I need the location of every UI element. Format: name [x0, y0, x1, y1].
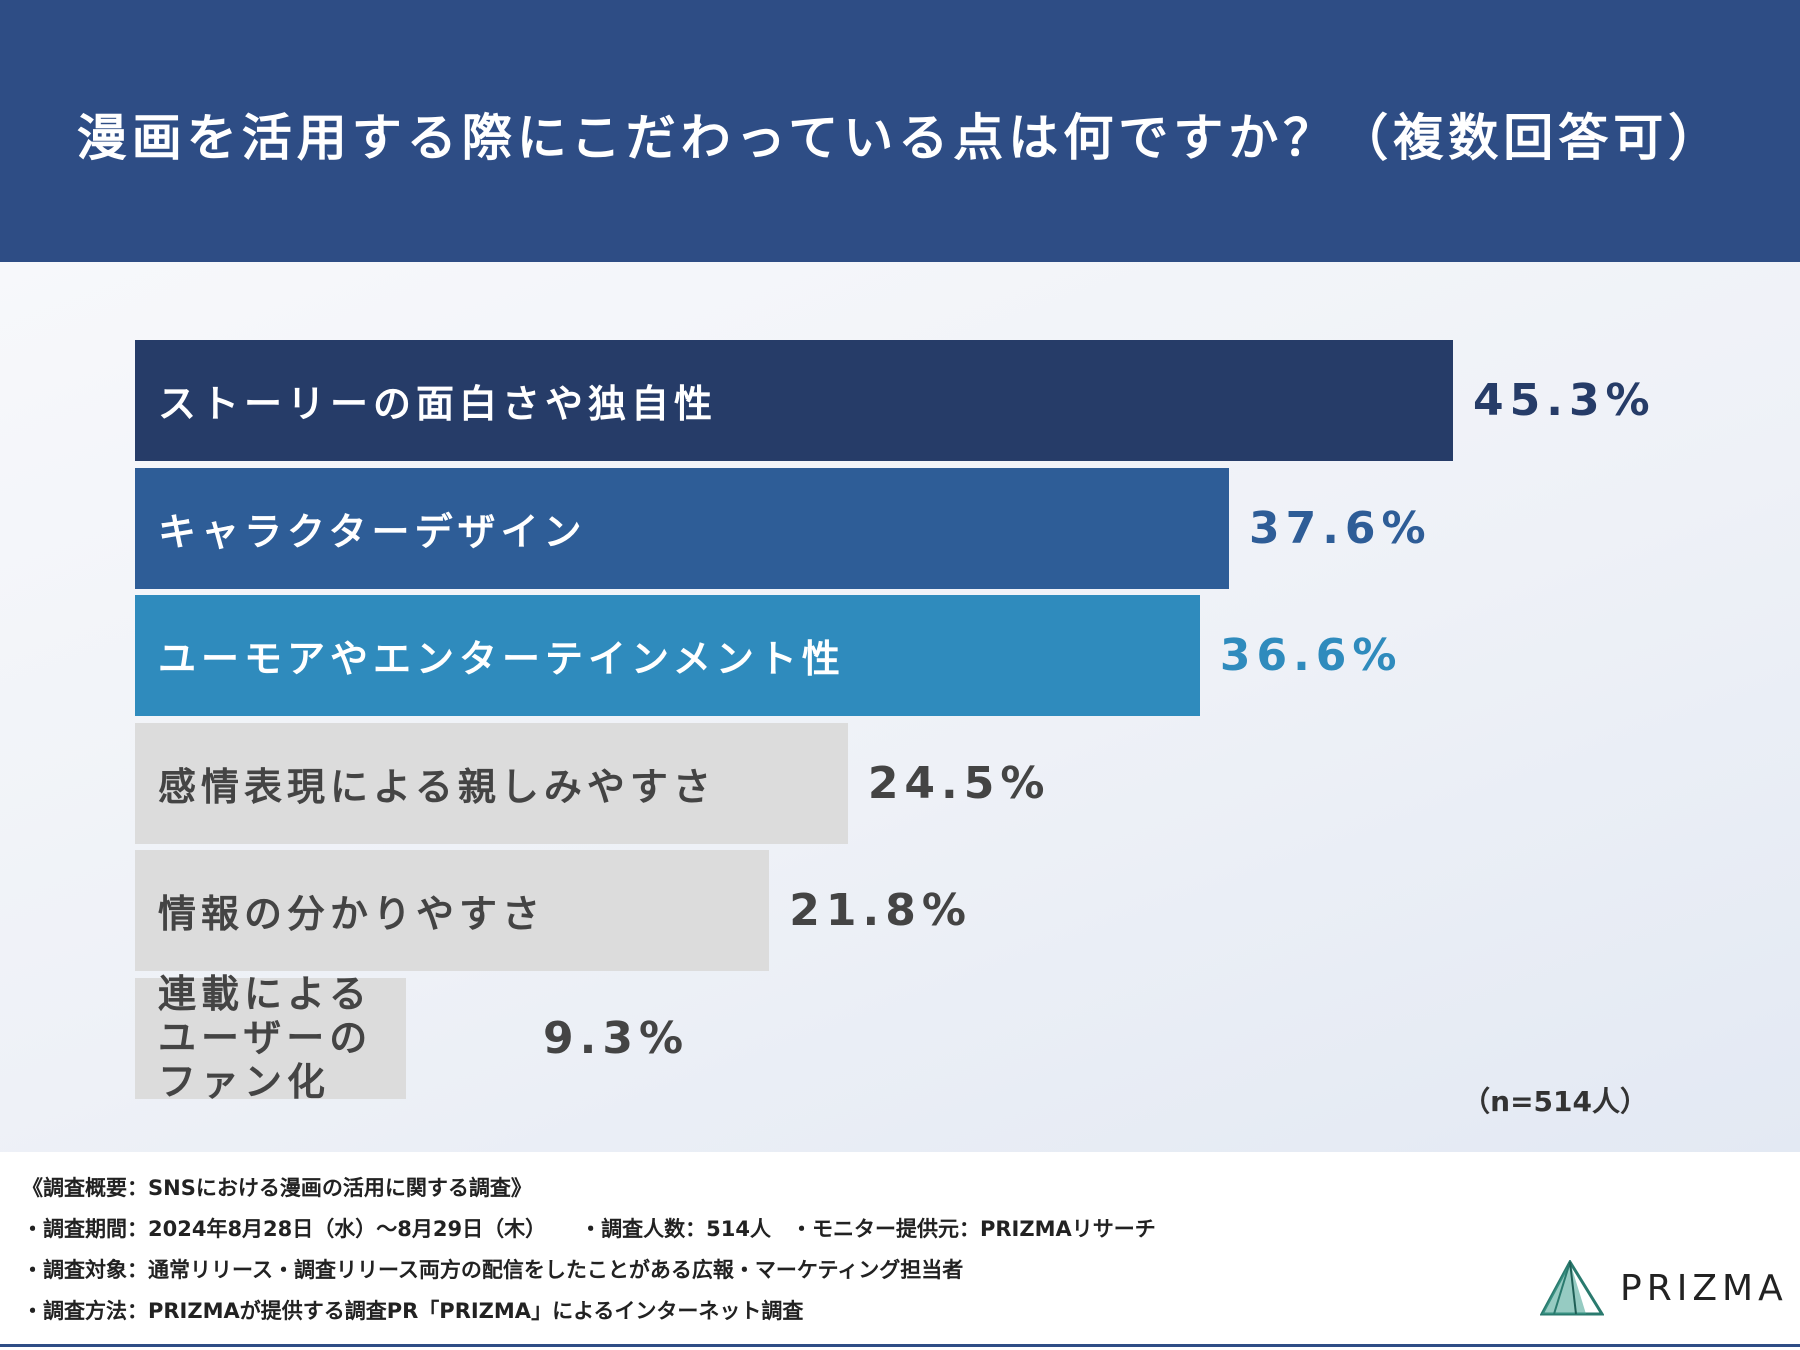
bar-label-3: ユーモアやエンターテインメント性	[158, 637, 845, 681]
header-banner: 漫画を活用する際にこだわっている点は何ですか？（複数回答可）	[0, 0, 1800, 262]
bar-4: 感情表現による親しみやすさ	[135, 722, 848, 844]
value-label-5: 21.8%	[789, 885, 972, 936]
chart-area: ストーリーの面白さや独自性 45.3% キャラクターデザイン 37.6% ユーモアやエン…	[0, 262, 1800, 1152]
bottom-divider	[0, 1344, 1800, 1347]
bar-5: 情報の分かりやすさ	[135, 850, 770, 971]
survey-line-1: ・調査期間：2024年8月28日（水）〜8月29日（木） ・調査人数：514人 ・モ…	[22, 1209, 1156, 1250]
brand-name: PRIZMA	[1620, 1267, 1788, 1309]
page-title: 漫画を活用する際にこだわっている点は何ですか？（複数回答可）	[76, 109, 1724, 167]
survey-provider: ・モニター提供元：PRIZMAリサーチ	[790, 1217, 1156, 1241]
bar-1: ストーリーの面白さや独自性	[135, 340, 1453, 461]
prizma-logo-icon	[1540, 1260, 1604, 1316]
value-label-1: 45.3%	[1473, 375, 1656, 426]
survey-count: ・調査人数：514人	[580, 1217, 771, 1241]
sample-size-note: （n=514人）	[1462, 1085, 1648, 1118]
survey-period: ・調査期間：2024年8月28日（水）〜8月29日（木）	[22, 1217, 547, 1241]
value-label-4: 24.5%	[867, 757, 1051, 809]
bar-2: キャラクターデザイン	[135, 467, 1229, 589]
survey-notes: 《調査概要：SNSにおける漫画の活用に関する調査》 ・調査期間：2024年8月2…	[22, 1168, 1156, 1332]
value-label-3: 36.6%	[1219, 630, 1403, 681]
value-label-6: 9.3%	[543, 1012, 690, 1064]
survey-heading: 《調査概要：SNSにおける漫画の活用に関する調査》	[22, 1176, 532, 1200]
survey-target: ・調査対象：通常リリース・調査リリース両方の配信をしたことがある広報・マーケティ…	[22, 1258, 964, 1282]
bar-label-1: ストーリーの面白さや独自性	[158, 382, 718, 426]
bar-6: 連載による ユーザーのファン化	[135, 972, 406, 1104]
brand-logo: PRIZMA	[1540, 1258, 1788, 1318]
bar-label-5: 情報の分かりやすさ	[158, 892, 546, 936]
bar-label-6: 連載による ユーザーのファン化	[158, 972, 373, 1104]
value-label-2: 37.6%	[1248, 502, 1432, 554]
bar-label-2: キャラクターデザイン	[158, 509, 587, 554]
bar-3: ユーモアやエンターテインメント性	[135, 595, 1200, 716]
bar-label-4: 感情表現による親しみやすさ	[158, 764, 716, 809]
survey-method: ・調査方法：PRIZMAが提供する調査PR「PRIZMA」によるインターネット調…	[22, 1299, 804, 1323]
